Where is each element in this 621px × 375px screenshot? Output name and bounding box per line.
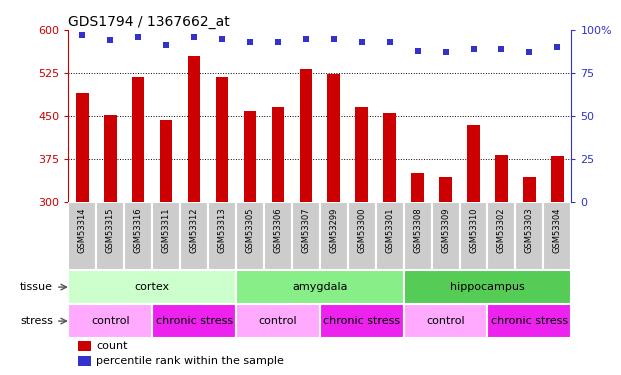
FancyBboxPatch shape bbox=[515, 202, 543, 270]
Text: control: control bbox=[426, 316, 465, 326]
Bar bbox=[78, 356, 91, 366]
FancyBboxPatch shape bbox=[432, 202, 460, 270]
FancyBboxPatch shape bbox=[152, 202, 180, 270]
Text: amygdala: amygdala bbox=[292, 282, 348, 292]
Text: GSM53316: GSM53316 bbox=[134, 208, 143, 253]
Text: percentile rank within the sample: percentile rank within the sample bbox=[96, 356, 284, 366]
Bar bbox=[404, 304, 487, 338]
Bar bbox=[152, 304, 236, 338]
Text: control: control bbox=[91, 316, 130, 326]
FancyBboxPatch shape bbox=[96, 202, 124, 270]
Bar bbox=[411, 174, 424, 202]
Text: GDS1794 / 1367662_at: GDS1794 / 1367662_at bbox=[68, 15, 230, 29]
Text: GSM53305: GSM53305 bbox=[245, 208, 255, 253]
Text: GSM53315: GSM53315 bbox=[106, 208, 115, 253]
Bar bbox=[68, 304, 152, 338]
Text: GSM53310: GSM53310 bbox=[469, 208, 478, 253]
FancyBboxPatch shape bbox=[180, 202, 208, 270]
Text: GSM53303: GSM53303 bbox=[525, 208, 534, 253]
Bar bbox=[487, 304, 571, 338]
FancyBboxPatch shape bbox=[376, 202, 404, 270]
Bar bbox=[383, 113, 396, 202]
Bar bbox=[327, 74, 340, 202]
FancyBboxPatch shape bbox=[543, 202, 571, 270]
FancyBboxPatch shape bbox=[264, 202, 292, 270]
Text: GSM53312: GSM53312 bbox=[189, 208, 199, 253]
FancyBboxPatch shape bbox=[404, 202, 432, 270]
Text: GSM53300: GSM53300 bbox=[357, 208, 366, 253]
Text: GSM53314: GSM53314 bbox=[78, 208, 87, 253]
Bar bbox=[236, 304, 320, 338]
Point bbox=[441, 50, 451, 55]
Bar bbox=[236, 270, 404, 304]
FancyBboxPatch shape bbox=[348, 202, 376, 270]
Point bbox=[301, 36, 310, 42]
FancyBboxPatch shape bbox=[320, 202, 348, 270]
Text: count: count bbox=[96, 341, 127, 351]
Point bbox=[77, 32, 87, 38]
Bar bbox=[78, 341, 91, 351]
Text: GSM53309: GSM53309 bbox=[441, 208, 450, 253]
Point bbox=[134, 34, 143, 40]
Bar bbox=[76, 93, 89, 202]
Text: GSM53306: GSM53306 bbox=[273, 208, 283, 253]
Point bbox=[245, 39, 255, 45]
Text: hippocampus: hippocampus bbox=[450, 282, 525, 292]
Bar bbox=[104, 115, 117, 202]
Point bbox=[497, 46, 507, 52]
Point bbox=[189, 34, 199, 40]
Bar bbox=[132, 77, 145, 202]
Point bbox=[273, 39, 283, 45]
Bar bbox=[467, 124, 480, 202]
Bar bbox=[271, 108, 284, 202]
Text: cortex: cortex bbox=[135, 282, 170, 292]
Point bbox=[161, 42, 171, 48]
Bar bbox=[188, 56, 201, 202]
Text: GSM53308: GSM53308 bbox=[413, 208, 422, 253]
FancyBboxPatch shape bbox=[236, 202, 264, 270]
Bar bbox=[215, 77, 229, 202]
Text: chronic stress: chronic stress bbox=[491, 316, 568, 326]
FancyBboxPatch shape bbox=[208, 202, 236, 270]
FancyBboxPatch shape bbox=[292, 202, 320, 270]
Text: GSM53307: GSM53307 bbox=[301, 208, 310, 253]
Text: GSM53311: GSM53311 bbox=[161, 208, 171, 253]
Bar bbox=[68, 270, 236, 304]
Text: GSM53302: GSM53302 bbox=[497, 208, 506, 253]
Bar bbox=[404, 270, 571, 304]
FancyBboxPatch shape bbox=[124, 202, 152, 270]
Point bbox=[413, 48, 423, 54]
Point bbox=[329, 36, 339, 42]
Point bbox=[469, 46, 479, 52]
Point bbox=[356, 39, 366, 45]
Text: chronic stress: chronic stress bbox=[155, 316, 233, 326]
Bar bbox=[551, 156, 564, 202]
Point bbox=[553, 44, 563, 50]
Text: tissue: tissue bbox=[20, 282, 53, 292]
Bar bbox=[320, 304, 404, 338]
Text: GSM53301: GSM53301 bbox=[385, 208, 394, 253]
Text: GSM53299: GSM53299 bbox=[329, 208, 338, 253]
Bar bbox=[355, 108, 368, 202]
Bar bbox=[439, 177, 452, 202]
Text: GSM53304: GSM53304 bbox=[553, 208, 562, 253]
FancyBboxPatch shape bbox=[68, 202, 96, 270]
Text: control: control bbox=[258, 316, 297, 326]
Bar bbox=[495, 155, 508, 202]
Text: chronic stress: chronic stress bbox=[323, 316, 401, 326]
Bar bbox=[160, 120, 173, 202]
Bar bbox=[523, 177, 536, 202]
Bar bbox=[243, 111, 256, 202]
FancyBboxPatch shape bbox=[460, 202, 487, 270]
Point bbox=[105, 38, 116, 44]
Text: GSM53313: GSM53313 bbox=[217, 208, 227, 253]
Point bbox=[524, 50, 534, 55]
Text: stress: stress bbox=[20, 316, 53, 326]
FancyBboxPatch shape bbox=[487, 202, 515, 270]
Point bbox=[385, 39, 395, 45]
Bar bbox=[299, 69, 312, 202]
Point bbox=[217, 36, 227, 42]
